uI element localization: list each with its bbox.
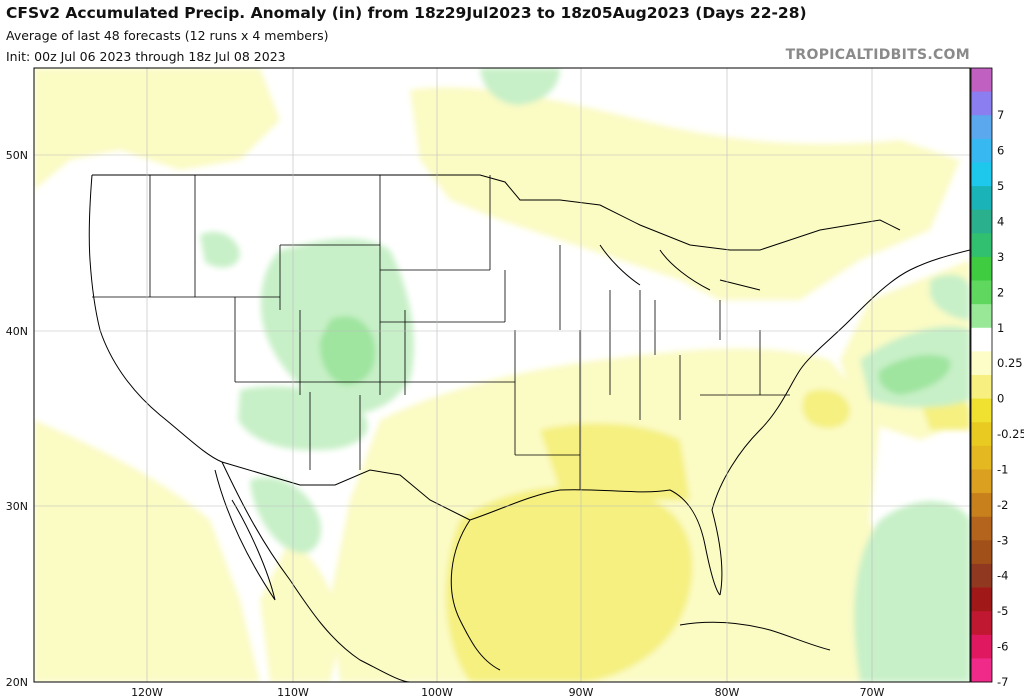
coastlines [88, 174, 970, 682]
colorbar-swatch [971, 493, 992, 518]
colorbar-swatch [971, 634, 992, 659]
us-west-coast [88, 174, 223, 463]
colorbar-labels: 7 6 5 4 3 2 1 0.25 0 -0.25 -1 -2 -3 -4 -5 -6 -7 [997, 108, 1024, 689]
colorbar-swatch [971, 563, 992, 589]
colorbar-label: -5 [997, 604, 1008, 618]
wet-region-great-basin [200, 231, 240, 268]
map-title: CFSv2 Accumulated Precip. Anomaly (in) f… [6, 4, 807, 22]
init-time: Init: 00z Jul 06 2023 through 18z Jul 08… [6, 49, 286, 64]
dry-region-prairies [410, 87, 960, 300]
colorbar-label: 0.25 [997, 356, 1023, 370]
colorbar-label: 1 [997, 321, 1004, 335]
lon-label: 90W [569, 686, 594, 699]
colorbar-swatch [971, 587, 992, 612]
colorbar-label: -0.25 [997, 427, 1024, 441]
wet-region-southwest [238, 386, 368, 451]
lon-label: 110W [277, 686, 309, 699]
dry-region-mexico-west [260, 540, 340, 682]
colorbar-border [970, 67, 993, 683]
map-subtitle: Average of last 48 forecasts (12 runs x … [6, 28, 329, 43]
colorbar-swatch [971, 209, 992, 234]
colorbar-swatch [971, 68, 992, 93]
colorbar-swatch [971, 233, 992, 258]
colorbar-label: -1 [997, 462, 1008, 476]
colorbar-swatch [971, 516, 992, 541]
colorbar-swatch [971, 469, 992, 494]
colorbar-swatch [971, 186, 992, 211]
lat-label: 50N [6, 149, 28, 162]
baja-california [214, 469, 276, 601]
colorbar [970, 67, 993, 683]
colorbar-swatch [971, 115, 992, 140]
dry-region-carolina-offshore [802, 389, 850, 428]
wet-region-atlantic-core [878, 354, 951, 395]
colorbar-swatch [971, 138, 992, 163]
colorbar-swatch [971, 327, 992, 352]
wet-region-nova-scotia [930, 274, 970, 320]
colorbar-swatch [971, 445, 992, 470]
lon-labels: 120W 110W 100W 90W 80W 70W [131, 686, 884, 699]
colorbar-label: 7 [997, 108, 1004, 122]
colorbar-label: -3 [997, 533, 1008, 547]
dry-region-canada-north [34, 68, 280, 190]
colorbar-label: 4 [997, 215, 1004, 229]
colorbar-swatch [971, 375, 992, 400]
colorbar-swatch [971, 540, 992, 565]
florida-east-coast [711, 249, 970, 596]
mexico-west-coast [221, 461, 411, 682]
colorbar-swatch [971, 422, 992, 447]
lon-label: 120W [131, 686, 163, 699]
state-borders [92, 175, 790, 490]
wet-region-mexico-nw [250, 477, 321, 554]
colorbar-swatch [971, 280, 992, 305]
colorbar-label: 2 [997, 285, 1004, 299]
colorbar-swatch [971, 658, 992, 683]
lat-label: 20N [6, 676, 28, 689]
brand-watermark: TROPICALTIDBITS.COM [785, 47, 970, 63]
lon-label: 70W [860, 686, 885, 699]
lat-label: 30N [6, 500, 28, 513]
colorbar-swatch [971, 398, 992, 423]
colorbar-label: -4 [997, 569, 1008, 583]
colorbar-swatch [971, 611, 992, 636]
cuba [679, 621, 831, 651]
colorbar-label: 3 [997, 250, 1004, 264]
anomaly-shading [34, 68, 970, 682]
wet-region-hudson [480, 68, 560, 105]
colorbar-label: 0 [997, 392, 1004, 406]
dry-region-gulf-coast [540, 423, 690, 500]
colorbar-label: 5 [997, 179, 1004, 193]
lat-labels: 50N 40N 30N 20N [6, 149, 28, 689]
colorbar-swatch [971, 162, 992, 187]
lon-label: 100W [421, 686, 453, 699]
mexico-gulf-coast [450, 519, 501, 671]
colorbar-swatch [971, 91, 992, 116]
us-canada-border [92, 174, 901, 251]
colorbar-swatch [971, 351, 992, 376]
dry-region-gulf [446, 486, 693, 682]
lat-label: 40N [6, 325, 28, 338]
graticule [34, 68, 970, 682]
lon-label: 80W [715, 686, 740, 699]
map-border [33, 67, 971, 683]
colorbar-label: 6 [997, 144, 1004, 158]
colorbar-swatch [971, 256, 992, 282]
us-mexico-border [221, 461, 471, 521]
colorbar-swatch [971, 304, 992, 329]
wet-region-sw-atlantic [854, 501, 970, 682]
colorbar-label: -2 [997, 498, 1008, 512]
gulf-coast [469, 489, 721, 596]
colorbar-label: -7 [997, 675, 1008, 689]
colorbar-label: -6 [997, 640, 1008, 654]
great-lakes [599, 244, 761, 291]
wet-region-colorado-core [319, 316, 376, 385]
